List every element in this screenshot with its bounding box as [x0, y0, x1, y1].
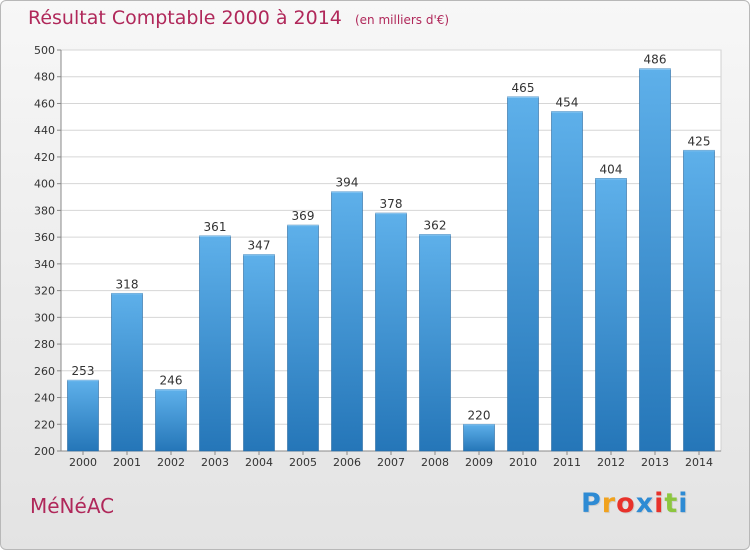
- bar-2010: [507, 96, 539, 452]
- value-label-2005: 369: [292, 209, 315, 223]
- y-tick-label: 200: [34, 445, 55, 458]
- logo-letter: r: [601, 488, 617, 519]
- x-tick-label-2011: 2011: [553, 456, 581, 469]
- x-tick-label-2003: 2003: [201, 456, 229, 469]
- y-tick-label: 220: [34, 418, 55, 431]
- x-tick-label-2014: 2014: [685, 456, 713, 469]
- y-tick-label: 360: [34, 231, 55, 244]
- commune-name: MéNéAC: [30, 494, 115, 518]
- y-tick-label: 240: [34, 392, 55, 405]
- value-label-2009: 220: [468, 408, 491, 422]
- value-label-2001: 318: [116, 277, 139, 291]
- logo-letter: t: [664, 488, 679, 519]
- value-label-2006: 394: [336, 176, 359, 190]
- x-tick-label-2012: 2012: [597, 456, 625, 469]
- bar-2003: [199, 235, 231, 452]
- bar-2006: [331, 191, 363, 452]
- bar-2001: [111, 292, 143, 452]
- value-label-2013: 486: [644, 53, 667, 67]
- chart-subtitle: (en milliers d'€): [354, 13, 450, 27]
- bar-2007: [375, 212, 407, 452]
- bar-2000: [67, 379, 99, 452]
- x-tick-label-2008: 2008: [421, 456, 449, 469]
- x-tick-label-2007: 2007: [377, 456, 405, 469]
- value-label-2014: 425: [688, 134, 711, 148]
- value-label-2011: 454: [556, 95, 579, 109]
- y-tick-label: 320: [34, 285, 55, 298]
- x-tick-label-2000: 2000: [69, 456, 97, 469]
- bar-2008: [419, 234, 451, 452]
- y-tick-label: 280: [34, 338, 55, 351]
- title-row: Résultat Comptable 2000 à 2014 (en milli…: [28, 7, 449, 29]
- x-tick-label-2006: 2006: [333, 456, 361, 469]
- x-tick-label-2013: 2013: [641, 456, 669, 469]
- bar-2014: [683, 149, 715, 452]
- y-tick-label: 440: [34, 124, 55, 137]
- y-tick-label: 500: [34, 44, 55, 57]
- y-tick-label: 420: [34, 151, 55, 164]
- value-label-2000: 253: [72, 364, 95, 378]
- y-tick-label: 400: [34, 178, 55, 191]
- bar-2011: [551, 111, 583, 452]
- y-tick-label: 480: [34, 71, 55, 84]
- bar-2005: [287, 224, 319, 452]
- value-label-2010: 465: [512, 81, 535, 95]
- bar-2009: [463, 423, 495, 452]
- logo-letter: i: [654, 488, 665, 519]
- bar-2012: [595, 178, 627, 452]
- logo-letter: o: [616, 488, 636, 519]
- x-tick-label-2010: 2010: [509, 456, 537, 469]
- y-tick-label: 380: [34, 204, 55, 217]
- x-tick-label-2001: 2001: [113, 456, 141, 469]
- x-tick-label-2004: 2004: [245, 456, 273, 469]
- value-label-2007: 378: [380, 197, 403, 211]
- chart-title: Résultat Comptable 2000 à 2014: [28, 7, 342, 29]
- logo-letter: x: [635, 488, 655, 519]
- bar-2002: [155, 389, 187, 452]
- value-label-2004: 347: [248, 239, 271, 253]
- y-tick-label: 300: [34, 311, 55, 324]
- x-tick-label-2005: 2005: [289, 456, 317, 469]
- logo-letter: P: [581, 488, 602, 519]
- bar-2013: [639, 68, 671, 452]
- logo-letter: i: [678, 488, 689, 519]
- y-tick-label: 260: [34, 365, 55, 378]
- x-tick-label-2009: 2009: [465, 456, 493, 469]
- value-label-2012: 404: [600, 162, 623, 176]
- x-tick-label-2002: 2002: [157, 456, 185, 469]
- proxiti-logo: Proxiti: [581, 488, 689, 519]
- value-label-2002: 246: [160, 374, 183, 388]
- y-tick-label: 460: [34, 97, 55, 110]
- bar-2004: [243, 254, 275, 452]
- value-label-2003: 361: [204, 220, 227, 234]
- value-label-2008: 362: [424, 218, 447, 232]
- y-tick-label: 340: [34, 258, 55, 271]
